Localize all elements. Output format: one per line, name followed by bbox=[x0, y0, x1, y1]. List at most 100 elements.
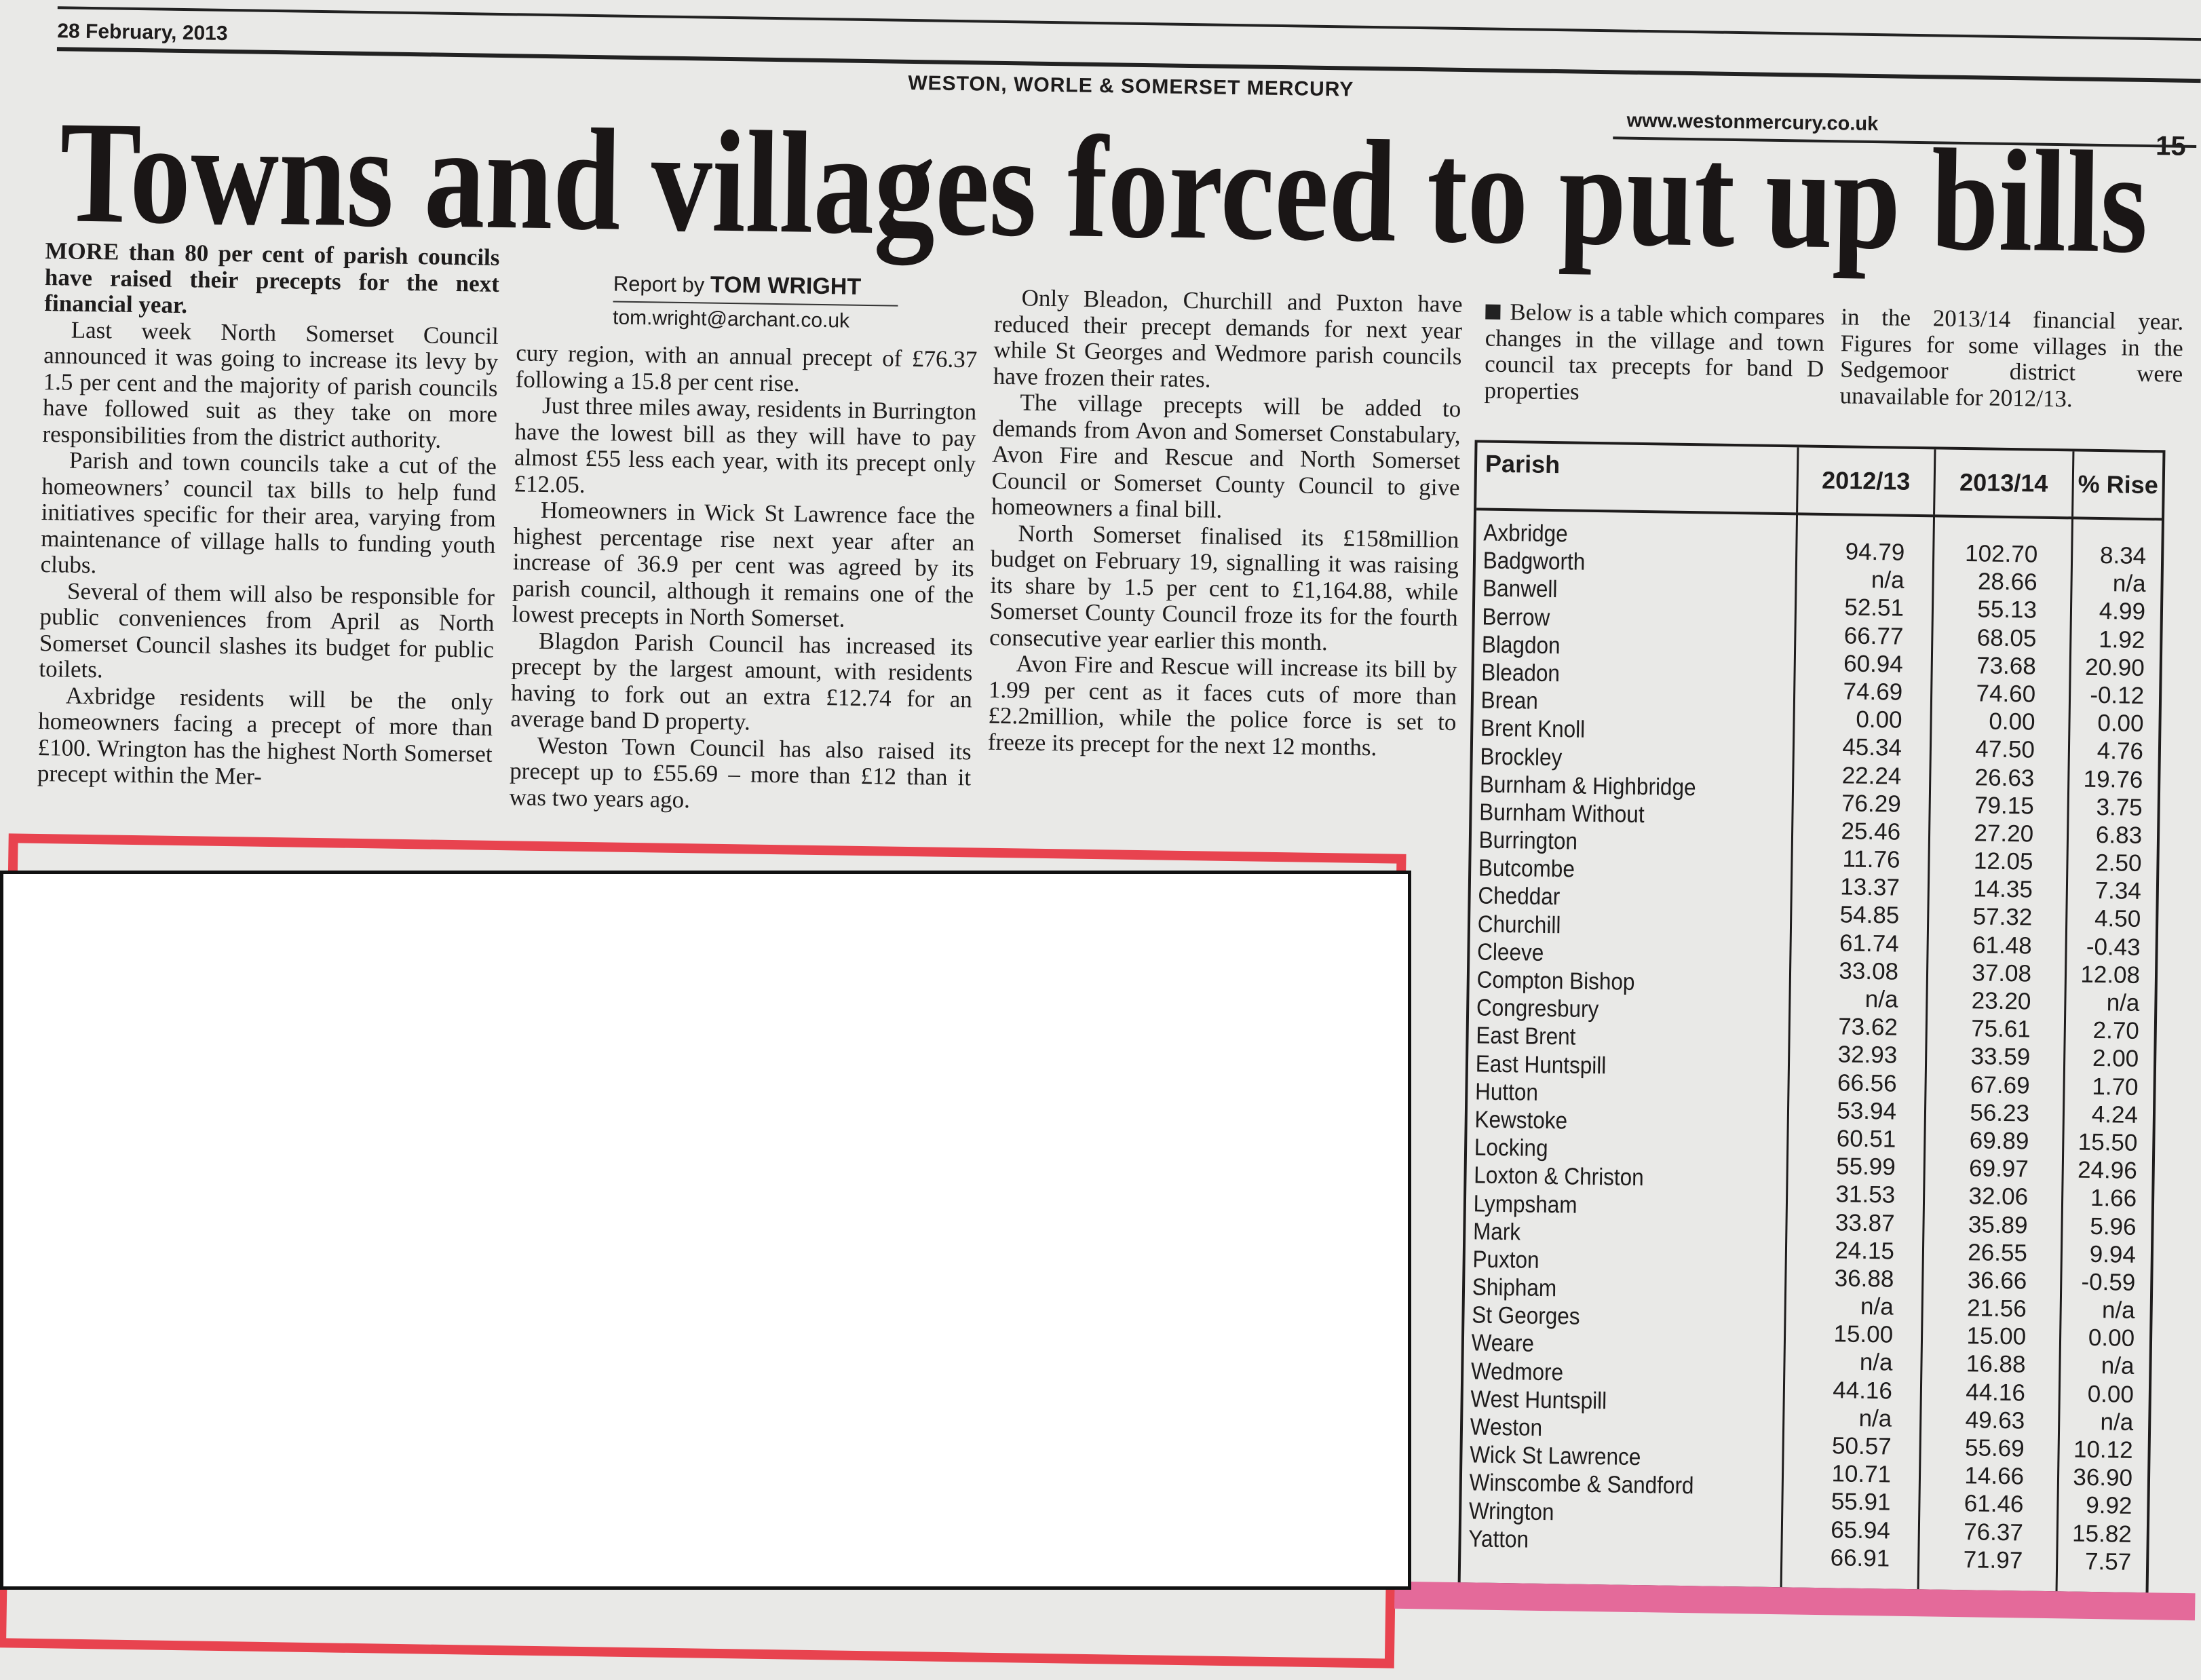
value-2012-13: 36.88 bbox=[1834, 1265, 1894, 1293]
table-intro-a: Below is a table which compares changes … bbox=[1484, 299, 1824, 408]
parish-name: Blagdon bbox=[1481, 631, 1561, 659]
value-2012-13: 53.94 bbox=[1837, 1097, 1897, 1125]
value-2012-13: 52.51 bbox=[1844, 594, 1905, 622]
percent-rise: n/a bbox=[2112, 570, 2146, 598]
parish-name: Butcombe bbox=[1478, 854, 1575, 883]
value-2012-13: 33.87 bbox=[1835, 1208, 1895, 1237]
percent-rise: -0.43 bbox=[2086, 933, 2141, 961]
percent-rise: n/a bbox=[2101, 1297, 2135, 1324]
value-2012-13: 13.37 bbox=[1840, 873, 1900, 901]
percent-rise: 2.70 bbox=[2092, 1017, 2140, 1045]
parish-name: Weston bbox=[1470, 1413, 1543, 1441]
value-2012-13: 60.51 bbox=[1836, 1125, 1896, 1153]
value-2013-14: 27.20 bbox=[1974, 820, 2034, 847]
percent-rise: 8.34 bbox=[2099, 542, 2147, 570]
parish-name: Shipham bbox=[1472, 1274, 1557, 1302]
parish-name: Burnham & Highbridge bbox=[1479, 771, 1696, 801]
parish-name: Berrow bbox=[1482, 603, 1550, 631]
parish-name: Axbridge bbox=[1483, 519, 1568, 548]
percent-rise: 4.99 bbox=[2099, 598, 2146, 626]
percent-rise: 12.08 bbox=[2080, 961, 2141, 989]
parish-name: Winscombe & Sandford bbox=[1469, 1469, 1694, 1500]
value-2013-14: 69.97 bbox=[1968, 1155, 2029, 1183]
value-2013-14: 16.88 bbox=[1966, 1350, 2026, 1378]
percent-rise: 15.50 bbox=[2078, 1128, 2138, 1156]
header-rise: % Rise bbox=[2078, 470, 2159, 499]
value-2012-13: n/a bbox=[1860, 1293, 1894, 1320]
percent-rise: 15.82 bbox=[2071, 1520, 2132, 1548]
parish-name: Yatton bbox=[1468, 1525, 1529, 1553]
paragraph: cury region, with an annual precept of £… bbox=[515, 339, 978, 397]
percent-rise: n/a bbox=[2101, 1352, 2135, 1380]
parish-name: Loxton & Christon bbox=[1474, 1162, 1645, 1191]
article-column-3: Only Bleadon, Churchill and Puxton have … bbox=[987, 284, 1463, 762]
byline-author: TOM WRIGHT bbox=[710, 271, 862, 300]
value-2012-13: 54.85 bbox=[1839, 901, 1900, 930]
percent-rise: 1.92 bbox=[2098, 626, 2145, 653]
parish-name: Brent Knoll bbox=[1480, 714, 1586, 744]
percent-rise: 20.90 bbox=[2084, 653, 2145, 681]
value-2012-13: 22.24 bbox=[1841, 761, 1902, 790]
parish-name: Compton Bishop bbox=[1476, 966, 1635, 995]
percent-rise: 1.66 bbox=[2090, 1185, 2137, 1213]
value-2013-14: 56.23 bbox=[1970, 1099, 2030, 1127]
value-2012-13: 94.79 bbox=[1845, 538, 1905, 566]
percent-rise: 4.50 bbox=[2094, 905, 2141, 933]
value-2012-13: n/a bbox=[1858, 1405, 1892, 1432]
value-2012-13: 44.16 bbox=[1833, 1376, 1893, 1405]
percent-rise: 6.83 bbox=[2095, 821, 2143, 849]
value-2012-13: 65.94 bbox=[1830, 1516, 1891, 1544]
value-2012-13: n/a bbox=[1871, 567, 1905, 594]
paragraph: Avon Fire and Rescue will increase its b… bbox=[987, 650, 1457, 761]
percent-rise: 5.96 bbox=[2090, 1213, 2137, 1240]
percent-rise: 4.24 bbox=[2091, 1101, 2139, 1128]
value-2012-13: n/a bbox=[1864, 985, 1898, 1013]
percent-rise: 0.00 bbox=[2088, 1324, 2135, 1352]
table-intro-a-text: Below is a table which compares changes … bbox=[1484, 299, 1824, 408]
value-2013-14: 57.32 bbox=[1972, 903, 2033, 932]
byline-report: Report by TOM WRIGHT bbox=[613, 270, 899, 307]
parish-name: Burrington bbox=[1478, 826, 1578, 855]
percent-rise: 2.00 bbox=[2092, 1045, 2139, 1073]
percent-rise: -0.12 bbox=[2090, 681, 2145, 709]
paragraph: Parish and town councils take a cut of t… bbox=[40, 446, 497, 579]
value-2013-14: 69.89 bbox=[1969, 1127, 2029, 1155]
value-2012-13: 60.94 bbox=[1843, 650, 1904, 678]
top-rule bbox=[57, 6, 2201, 41]
value-2012-13: n/a bbox=[1859, 1349, 1893, 1377]
percent-rise: 10.12 bbox=[2073, 1436, 2133, 1464]
value-2013-14: 67.69 bbox=[1970, 1071, 2030, 1099]
paragraph: Homeowners in Wick St Lawrence face the … bbox=[512, 496, 976, 632]
value-2013-14: 49.63 bbox=[1965, 1407, 2025, 1434]
parish-name: Wedmore bbox=[1470, 1358, 1564, 1386]
value-2012-13: 66.56 bbox=[1837, 1069, 1897, 1097]
parish-name: Wrington bbox=[1468, 1497, 1554, 1525]
percent-rise: 0.00 bbox=[2087, 1380, 2135, 1408]
issue-date: 28 February, 2013 bbox=[57, 20, 228, 45]
header-2013-14: 2013/14 bbox=[1935, 449, 2075, 517]
value-2013-14: 32.06 bbox=[1968, 1183, 2029, 1210]
value-2013-14: 37.08 bbox=[1972, 959, 2032, 987]
percent-rise: n/a bbox=[2100, 1408, 2134, 1436]
percent-rise: -0.59 bbox=[2081, 1268, 2136, 1296]
value-2012-13: 73.62 bbox=[1837, 1013, 1898, 1041]
percent-rise: 9.92 bbox=[2086, 1492, 2132, 1520]
percent-rise: 24.96 bbox=[2077, 1156, 2138, 1185]
parish-name: East Huntspill bbox=[1475, 1050, 1607, 1079]
parish-name: Banwell bbox=[1482, 575, 1558, 603]
table-header: Parish 2012/13 2013/14 % Rise bbox=[1476, 442, 2163, 521]
byline: Report by TOM WRIGHT tom.wright@archant.… bbox=[613, 270, 899, 333]
parish-name: Bleadon bbox=[1481, 659, 1561, 687]
value-2013-14: 79.15 bbox=[1974, 791, 2034, 820]
value-2013-14: 73.68 bbox=[1976, 652, 2037, 680]
header-parish: Parish bbox=[1476, 442, 1799, 513]
percent-rise: 9.94 bbox=[2089, 1240, 2137, 1268]
percent-rise: 1.70 bbox=[2092, 1073, 2139, 1101]
value-2012-13: 15.00 bbox=[1833, 1320, 1894, 1348]
paragraph: Axbridge residents will be the only home… bbox=[37, 682, 494, 790]
value-2013-14: 47.50 bbox=[1975, 736, 2035, 763]
value-2013-14: 0.00 bbox=[1989, 708, 2035, 736]
value-2012-13: 61.74 bbox=[1839, 929, 1899, 957]
value-2013-14: 14.66 bbox=[1964, 1462, 2025, 1490]
paragraph: Only Bleadon, Churchill and Puxton have … bbox=[993, 284, 1463, 393]
